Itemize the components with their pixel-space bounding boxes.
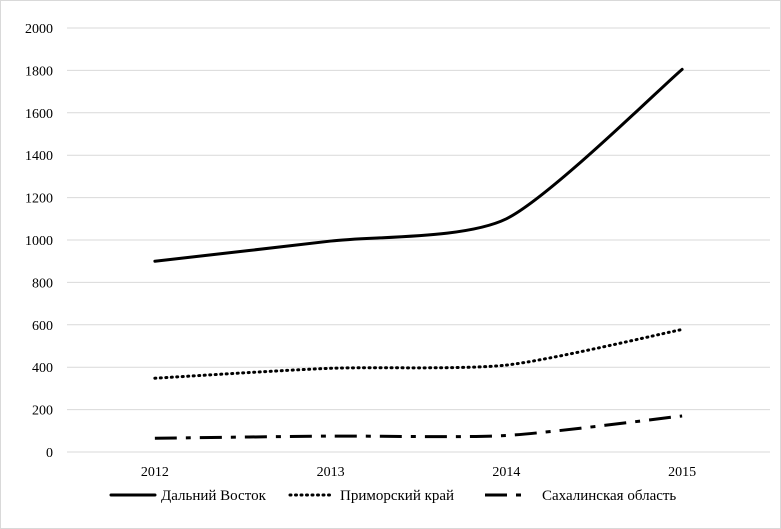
y-tick-label: 1800 (25, 64, 53, 79)
legend-label-3: Сахалинская область (542, 488, 676, 504)
legend-label-2: Приморский край (340, 488, 454, 504)
legend-label-1: Дальний Восток (161, 488, 267, 504)
y-tick-label: 1000 (25, 234, 53, 249)
series-lines (153, 67, 684, 440)
y-tick-label: 200 (32, 404, 53, 419)
x-tick-label: 2014 (492, 465, 520, 480)
y-tick-label: 2000 (25, 22, 53, 37)
gridlines (67, 27, 770, 453)
y-tick-label: 400 (32, 361, 53, 376)
x-tick-label: 2013 (317, 465, 345, 480)
x-tick-label: 2015 (668, 465, 696, 480)
y-tick-label: 1400 (25, 149, 53, 164)
y-tick-label: 800 (32, 276, 53, 291)
y-tick-label: 600 (32, 319, 53, 334)
legend: Дальний Восток Приморский край Сахалинская… (109, 488, 676, 504)
y-axis-ticks: 0 200 400 600 800 1000 1200 1400 1600 1800 2000 (25, 22, 53, 461)
y-tick-label: 1200 (25, 192, 53, 207)
series-line-1 (153, 67, 684, 263)
y-tick-label: 0 (46, 446, 53, 461)
x-axis-ticks: 2012 2013 2014 2015 (141, 465, 696, 480)
series-line-3 (154, 414, 683, 440)
series-line-2 (153, 327, 684, 380)
y-tick-label: 1600 (25, 107, 53, 122)
x-tick-label: 2012 (141, 465, 169, 480)
